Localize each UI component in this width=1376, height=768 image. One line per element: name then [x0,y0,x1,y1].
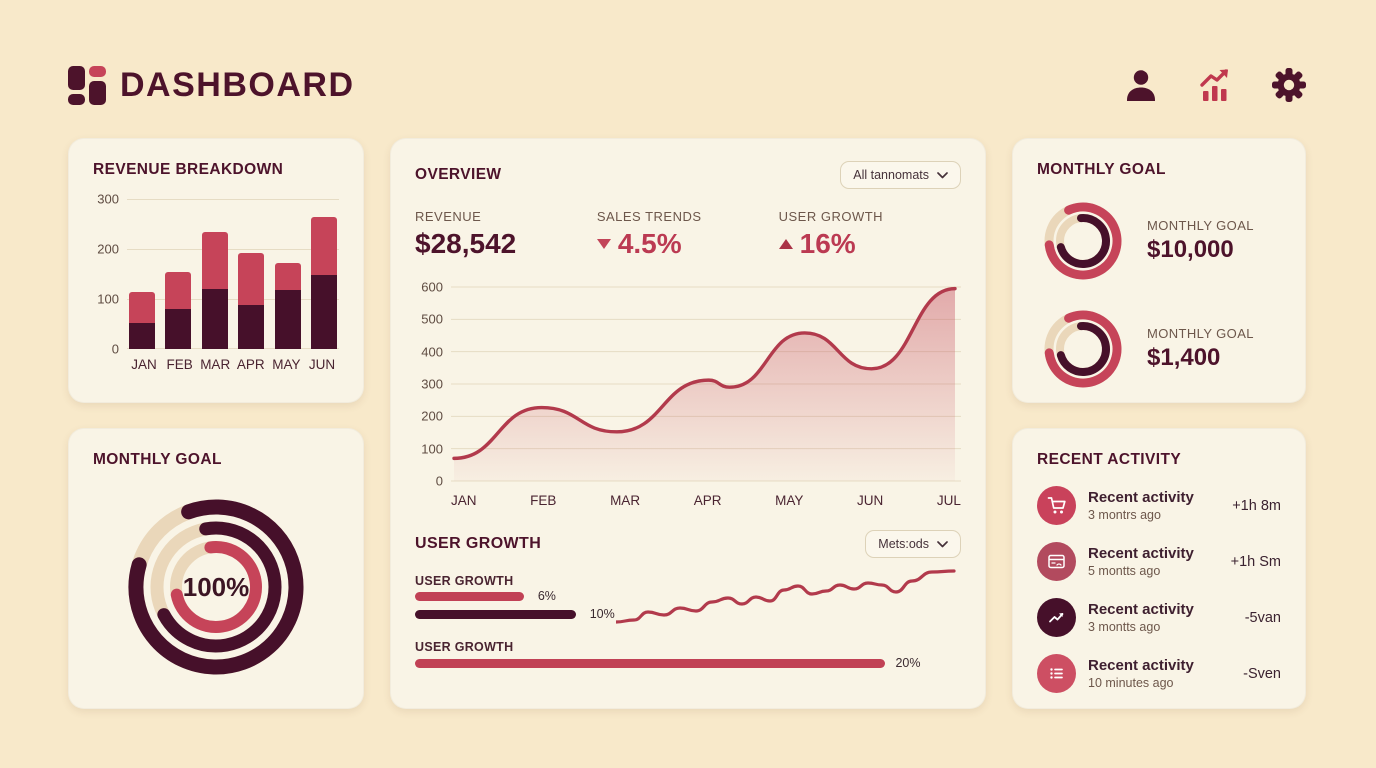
growth-bar-10-value: 10% [589,607,615,621]
logo-block-red [89,65,106,77]
chevron-down-icon [937,171,948,178]
overview-stats: REVENUE $28,542 SALES TRENDS 4.5% USER G… [415,209,961,260]
user-growth-sparkline [616,569,956,624]
stat-label: SALES TRENDS [596,209,702,224]
activity-value: -5van [1244,609,1281,626]
growth-bar-10 [415,610,577,619]
app-title: DASHBOARD [120,65,355,104]
stat-label: USER GROWTH [778,209,884,224]
goal-label: MONTHLY GOAL [1147,218,1254,233]
growth-chart-icon[interactable] [1196,66,1234,104]
activity-time: 3 montrs ago [1088,508,1161,522]
area-chart-x-axis: JAN FEB MAR APR MAY JUN JUL [451,493,961,508]
goal-row: MONTHLY GOAL $1,400 [1037,303,1281,395]
monthly-goal-left-title: MONTHLY GOAL [93,451,222,468]
settings-gear-icon[interactable] [1270,66,1308,104]
overview-area-chart: 600 500 400 300 200 100 0 [415,279,961,489]
growth-bar-6 [415,592,525,601]
stat-sales-trends: SALES TRENDS 4.5% [596,209,779,260]
revenue-breakdown-title: REVENUE BREAKDOWN [93,161,284,178]
overview-filter-dropdown[interactable]: All tannomats [840,161,961,189]
stat-revenue: REVENUE $28,542 [415,209,597,260]
user-growth-dropdown-value: Mets:ods [878,537,929,551]
chevron-down-icon [937,540,948,547]
user-icon[interactable] [1122,66,1160,104]
logo-block [68,65,85,90]
activity-title: Recent activity [1088,489,1194,506]
app-logo-icon [68,65,106,105]
bar-chart-y-axis: 300 200 100 0 [97,191,119,357]
activity-row[interactable]: Recent activity 10 minutes ago -Sven [1037,654,1281,693]
activity-value: +1h 8m [1232,497,1281,514]
monthly-goal-card-left: MONTHLY GOAL 100% [68,428,364,709]
stat-value: 4.5% [596,228,779,260]
user-growth-dropdown[interactable]: Mets:ods [865,530,961,558]
donut-center-label: 100% [182,571,250,602]
activity-value: +1h Sm [1230,553,1281,570]
user-growth-section: USER GROWTH Mets:ods USER GROWTH 6% 10% … [415,530,961,682]
stat-value: 16% [778,228,961,260]
overview-card: OVERVIEW All tannomats REVENUE $28,542 S… [390,138,986,709]
area-chart-plot [451,286,961,482]
goal-gauge [1044,202,1122,280]
growth-bar-group-label: USER GROWTH [415,640,514,654]
bar-chart-x-axis: JAN FEB MAR APR MAY JUN [131,357,336,372]
goal-gauge [1044,310,1122,388]
revenue-breakdown-chart: 300 200 100 0 [93,191,339,357]
activity-row[interactable]: Recent activity 3 montrs ago +1h 8m [1037,486,1281,525]
logo-block [89,80,106,105]
activity-row[interactable]: Recent activity 5 montts ago +1h Sm [1037,542,1281,581]
cart-icon [1037,486,1076,525]
trend-icon [1037,598,1076,637]
activity-title: Recent activity [1088,545,1194,562]
app-header: DASHBOARD [68,56,1308,114]
activity-title: Recent activity [1088,601,1194,618]
goal-row: MONTHLY GOAL $10,000 [1037,195,1281,287]
overview-title: OVERVIEW [415,166,502,183]
bar-chart-plot [127,199,339,349]
growth-bar-20 [415,659,885,668]
list-icon [1037,654,1076,693]
goal-label: MONTHLY GOAL [1147,326,1254,341]
user-growth-title: USER GROWTH [415,535,542,552]
goal-value: $10,000 [1147,236,1234,263]
browser-icon [1037,542,1076,581]
triangle-down-icon [596,239,611,249]
growth-bar-20-value: 20% [895,656,921,670]
stat-user-growth: USER GROWTH 16% [778,209,961,260]
monthly-goal-right-title: MONTHLY GOAL [1037,161,1166,178]
overview-filter-value: All tannomats [853,168,929,182]
monthly-goal-card-right: MONTHLY GOAL MONTHLY GOAL $10,000 MONTHL… [1012,138,1306,403]
growth-bar-group-label: USER GROWTH [415,574,514,588]
area-chart-y-axis: 600 500 400 300 200 100 0 [421,279,443,489]
recent-activity-title: RECENT ACTIVITY [1037,451,1182,468]
monthly-goal-donut: 100% [116,487,316,687]
activity-row[interactable]: Recent activity 3 montts ago -5van [1037,598,1281,637]
logo-block [68,93,85,105]
activity-time: 10 minutes ago [1088,676,1174,690]
growth-bar-6-value: 6% [537,589,556,603]
activity-value: -Sven [1243,665,1281,682]
triangle-up-icon [778,239,793,249]
activity-title: Recent activity [1088,657,1194,674]
revenue-breakdown-card: REVENUE BREAKDOWN 300 200 100 0 JAN FEB MAR AP… [68,138,364,403]
activity-time: 5 montts ago [1088,564,1161,578]
goal-value: $1,400 [1147,344,1221,371]
activity-time: 3 montts ago [1088,620,1161,634]
stat-value: $28,542 [415,228,517,259]
stat-label: REVENUE [415,209,482,224]
recent-activity-card: RECENT ACTIVITY Recent activity 3 montrs… [1012,428,1306,709]
